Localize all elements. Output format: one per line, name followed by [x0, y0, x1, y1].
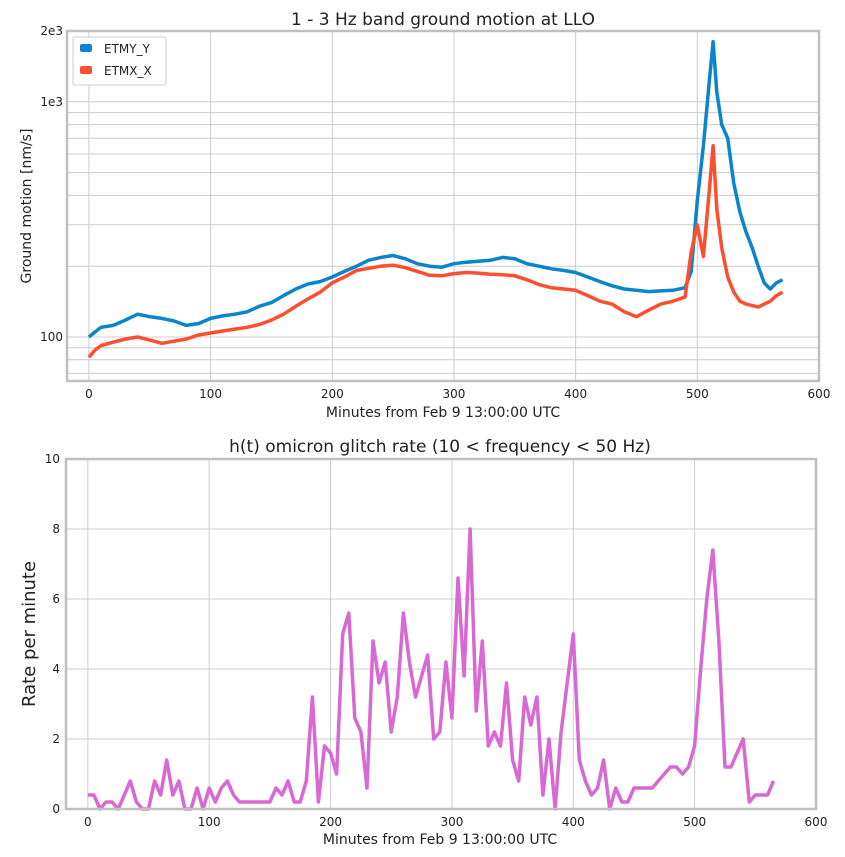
ground-motion-xtick-label: 0	[85, 387, 93, 401]
glitch-rate-xtick-label: 300	[440, 815, 463, 829]
glitch-rate-ytick-label: 4	[52, 662, 60, 676]
ground-motion-xtick-label: 300	[442, 387, 465, 401]
ground-motion-title: 1 - 3 Hz band ground motion at LLO	[291, 10, 595, 30]
glitch-rate-ytick-label: 10	[45, 452, 60, 466]
ground-motion-xtick-label: 500	[686, 387, 709, 401]
glitch-rate-xtick-label: 500	[683, 815, 706, 829]
glitch-rate-line	[87, 527, 776, 811]
ground-motion-ytick-label: 100	[40, 330, 63, 344]
glitch-rate-ytick-label: 8	[52, 522, 60, 536]
ground-motion-ylabel: Ground motion [nm/s]	[19, 129, 35, 284]
ground-motion-xtick-label: 100	[199, 387, 222, 401]
glitch-rate-xtick-label: 400	[562, 815, 585, 829]
ground-motion-xtick-label: 400	[564, 387, 587, 401]
ground-motion-ytick-label: 1e3	[40, 95, 63, 109]
legend-swatch-etmy-y	[80, 44, 92, 52]
ground-motion-panel: 1 - 3 Hz band ground motion at LLO 0 100 2…	[19, 10, 830, 421]
ground-motion-xlabel: Minutes from Feb 9 13:00:00 UTC	[326, 405, 560, 421]
glitch-rate-panel: h(t) omicron glitch rate (10 < frequency…	[19, 437, 827, 848]
glitch-rate-xtick-label: 600	[805, 815, 828, 829]
glitch-rate-ytick-label: 0	[52, 802, 60, 816]
legend-label-etmy-y: ETMY_Y	[104, 42, 151, 56]
glitch-rate-xtick-label: 200	[319, 815, 342, 829]
legend-swatch-etmx-x	[80, 66, 92, 74]
glitch-rate-plot-frame	[64, 457, 818, 811]
glitch-rate-title: h(t) omicron glitch rate (10 < frequency…	[229, 437, 651, 457]
glitch-rate-xtick-label: 0	[84, 815, 92, 829]
series-line-etmx-x	[87, 144, 784, 359]
ground-motion-xtick-label: 600	[808, 387, 831, 401]
glitch-rate-xlabel: Minutes from Feb 9 13:00:00 UTC	[323, 832, 557, 848]
glitch-rate-xtick-label: 100	[198, 815, 221, 829]
ground-motion-xtick-label: 200	[321, 387, 344, 401]
legend: ETMY_Y ETMX_X	[72, 36, 167, 86]
glitch-rate-ytick-label: 6	[52, 592, 60, 606]
glitch-rate-ylabel: Rate per minute	[19, 561, 40, 707]
glitch-rate-ytick-label: 2	[52, 732, 60, 746]
legend-box	[72, 36, 167, 86]
ground-motion-ytick-label: 2e3	[40, 24, 63, 38]
ground-motion-plot-frame	[65, 29, 821, 383]
legend-label-etmx-x: ETMX_X	[104, 64, 152, 78]
series-line-etmy-y	[87, 40, 784, 339]
